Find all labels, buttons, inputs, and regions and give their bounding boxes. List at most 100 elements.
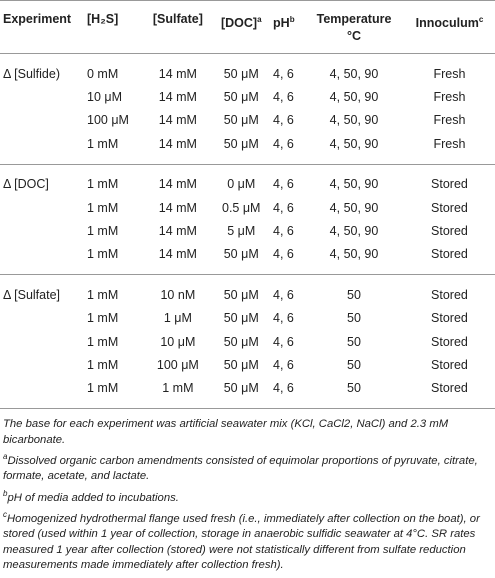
table-cell: 1 mM bbox=[87, 200, 119, 215]
table-cell: 1 μM bbox=[163, 311, 192, 326]
experiment-cell bbox=[0, 330, 84, 353]
table-cell: 4, 6 bbox=[273, 113, 294, 128]
experiment-cell: Δ [Sulfate] bbox=[0, 275, 84, 307]
header-label: [H₂S] bbox=[87, 12, 119, 26]
table-body: Δ [Sulfide) 0 mM 14 mM 50 μM 4, 6 4, 50, 90 Fr… bbox=[0, 54, 495, 410]
table-cell: 1 mM bbox=[84, 376, 144, 410]
experiment-cell bbox=[0, 132, 84, 165]
header-label: Temperature bbox=[316, 12, 392, 26]
table-cell: 50 μM bbox=[223, 357, 259, 372]
footnote-mark: c bbox=[3, 510, 7, 520]
header-label: pH bbox=[273, 16, 290, 31]
table-row: 1 mM 1 μM 50 μM 4, 6 50 Stored bbox=[0, 307, 495, 330]
column-header: [DOC]a bbox=[212, 0, 271, 54]
header-label: Experiment bbox=[3, 12, 72, 26]
footnote-mark: a bbox=[3, 452, 8, 462]
footnote: aDissolved organic carbon amendments con… bbox=[3, 449, 492, 485]
experiment-cell bbox=[0, 219, 84, 242]
table-cell: 50 μM bbox=[223, 90, 259, 105]
table-cell: 0.5 μM bbox=[222, 200, 261, 215]
column-header: pHb bbox=[270, 0, 305, 54]
table-cell: 14 mM bbox=[158, 66, 197, 81]
experiment-cell bbox=[0, 353, 84, 376]
table-cell: 4, 50, 90 bbox=[329, 66, 379, 81]
table-cell: 0 μM bbox=[227, 177, 256, 192]
table-row: 10 μM 14 mM 50 μM 4, 6 4, 50, 90 Fresh bbox=[0, 85, 495, 108]
table-cell: 100 μM bbox=[156, 357, 199, 372]
table-cell: 50 μM bbox=[223, 311, 259, 326]
table-cell: 4, 50, 90 bbox=[329, 177, 379, 192]
header-label: [Sulfate] bbox=[152, 12, 203, 26]
table-cell: Fresh bbox=[433, 90, 466, 105]
table-cell: 4, 6 bbox=[273, 177, 294, 192]
table-cell: 50 μM bbox=[223, 287, 259, 302]
column-header: [H₂S] bbox=[84, 0, 144, 54]
table-cell: 50 bbox=[347, 357, 361, 372]
table-cell: 4, 50, 90 bbox=[329, 200, 379, 215]
footnote-text: Dissolved organic carbon amendments cons… bbox=[3, 454, 478, 483]
table-cell: 14 mM bbox=[143, 242, 213, 276]
table-cell: 1 mM bbox=[87, 224, 119, 239]
table-cell: 4, 6 bbox=[273, 334, 294, 349]
table-cell: 50 μM bbox=[223, 334, 259, 349]
footnotes: The base for each experiment was artific… bbox=[0, 409, 495, 574]
header-unit: °C bbox=[346, 29, 362, 43]
table-row: Δ [DOC] 1 mM 14 mM 0 μM 4, 6 4, 50, 90 Stored bbox=[0, 164, 495, 196]
experiment-cell: Δ [DOC] bbox=[0, 164, 84, 196]
experiment-cell bbox=[0, 376, 84, 410]
table-row: 1 mM 100 μM 50 μM 4, 6 50 Stored bbox=[0, 353, 495, 376]
experiment-cell bbox=[0, 196, 84, 219]
experiment-label: Δ [Sulfide) bbox=[3, 66, 60, 81]
table-cell: 4, 6 bbox=[273, 66, 294, 81]
table-row: 1 mM 1 mM 50 μM 4, 6 50 Stored bbox=[0, 376, 495, 410]
table-cell: 14 mM bbox=[158, 224, 197, 239]
table-cell: 14 mM bbox=[158, 113, 197, 128]
table-cell: 50 μM bbox=[212, 376, 271, 410]
table-row: 1 mM 14 mM 50 μM 4, 6 4, 50, 90 Fresh bbox=[0, 132, 495, 165]
table-cell: 1 mM bbox=[143, 376, 213, 410]
table-cell: 4, 6 bbox=[270, 376, 305, 410]
table-cell: 10 nM bbox=[160, 287, 196, 302]
table-cell: 1 mM bbox=[84, 132, 144, 165]
table-row: 1 mM 10 μM 50 μM 4, 6 50 Stored bbox=[0, 330, 495, 353]
table-cell: 4, 50, 90 bbox=[304, 132, 404, 165]
experiment-cell bbox=[0, 109, 84, 132]
table-cell: 0 mM bbox=[87, 66, 119, 81]
experiment-cell bbox=[0, 242, 84, 276]
experiment-label: Δ [Sulfate] bbox=[3, 287, 60, 302]
footnote-mark: b bbox=[3, 488, 8, 498]
table-cell: Fresh bbox=[433, 113, 466, 128]
table-cell: 4, 6 bbox=[270, 242, 305, 276]
table-cell: 4, 6 bbox=[273, 90, 294, 105]
table-cell: 10 μM bbox=[87, 90, 122, 105]
table-cell: 50 μM bbox=[212, 132, 271, 165]
table-cell: 14 mM bbox=[158, 200, 197, 215]
table-cell: 1 mM bbox=[87, 334, 119, 349]
table-cell: 4, 6 bbox=[273, 224, 294, 239]
table-cell: Stored bbox=[431, 200, 468, 215]
experiment-label: Δ [DOC] bbox=[3, 177, 49, 192]
table-cell: 4, 6 bbox=[273, 200, 294, 215]
footnote: bpH of media added to incubations. bbox=[3, 486, 492, 506]
column-header: Innoculumc bbox=[403, 0, 495, 54]
table-cell: 4, 6 bbox=[273, 287, 294, 302]
table-row: 1 mM 14 mM 50 μM 4, 6 4, 50, 90 Stored bbox=[0, 242, 495, 276]
column-header: Temperature °C bbox=[304, 0, 404, 54]
table-cell: Stored bbox=[431, 311, 468, 326]
table-cell: Stored bbox=[403, 242, 495, 276]
table-cell: 50 bbox=[304, 376, 404, 410]
table-cell: Stored bbox=[431, 357, 468, 372]
table-cell: Stored bbox=[431, 224, 468, 239]
table-cell: 4, 6 bbox=[273, 311, 294, 326]
table-row: 1 mM 14 mM 0.5 μM 4, 6 4, 50, 90 Stored bbox=[0, 196, 495, 219]
table-cell: 4, 6 bbox=[270, 132, 305, 165]
table-cell: 14 mM bbox=[158, 90, 197, 105]
table-cell: 4, 50, 90 bbox=[329, 224, 379, 239]
table-cell: 50 μM bbox=[223, 66, 259, 81]
table-cell: 4, 50, 90 bbox=[304, 242, 404, 276]
table-cell: 4, 50, 90 bbox=[329, 113, 379, 128]
footnote: The base for each experiment was artific… bbox=[3, 418, 449, 446]
table-cell: 5 μM bbox=[227, 224, 256, 239]
column-header: Experiment bbox=[0, 0, 84, 54]
table-cell: Fresh bbox=[433, 66, 466, 81]
